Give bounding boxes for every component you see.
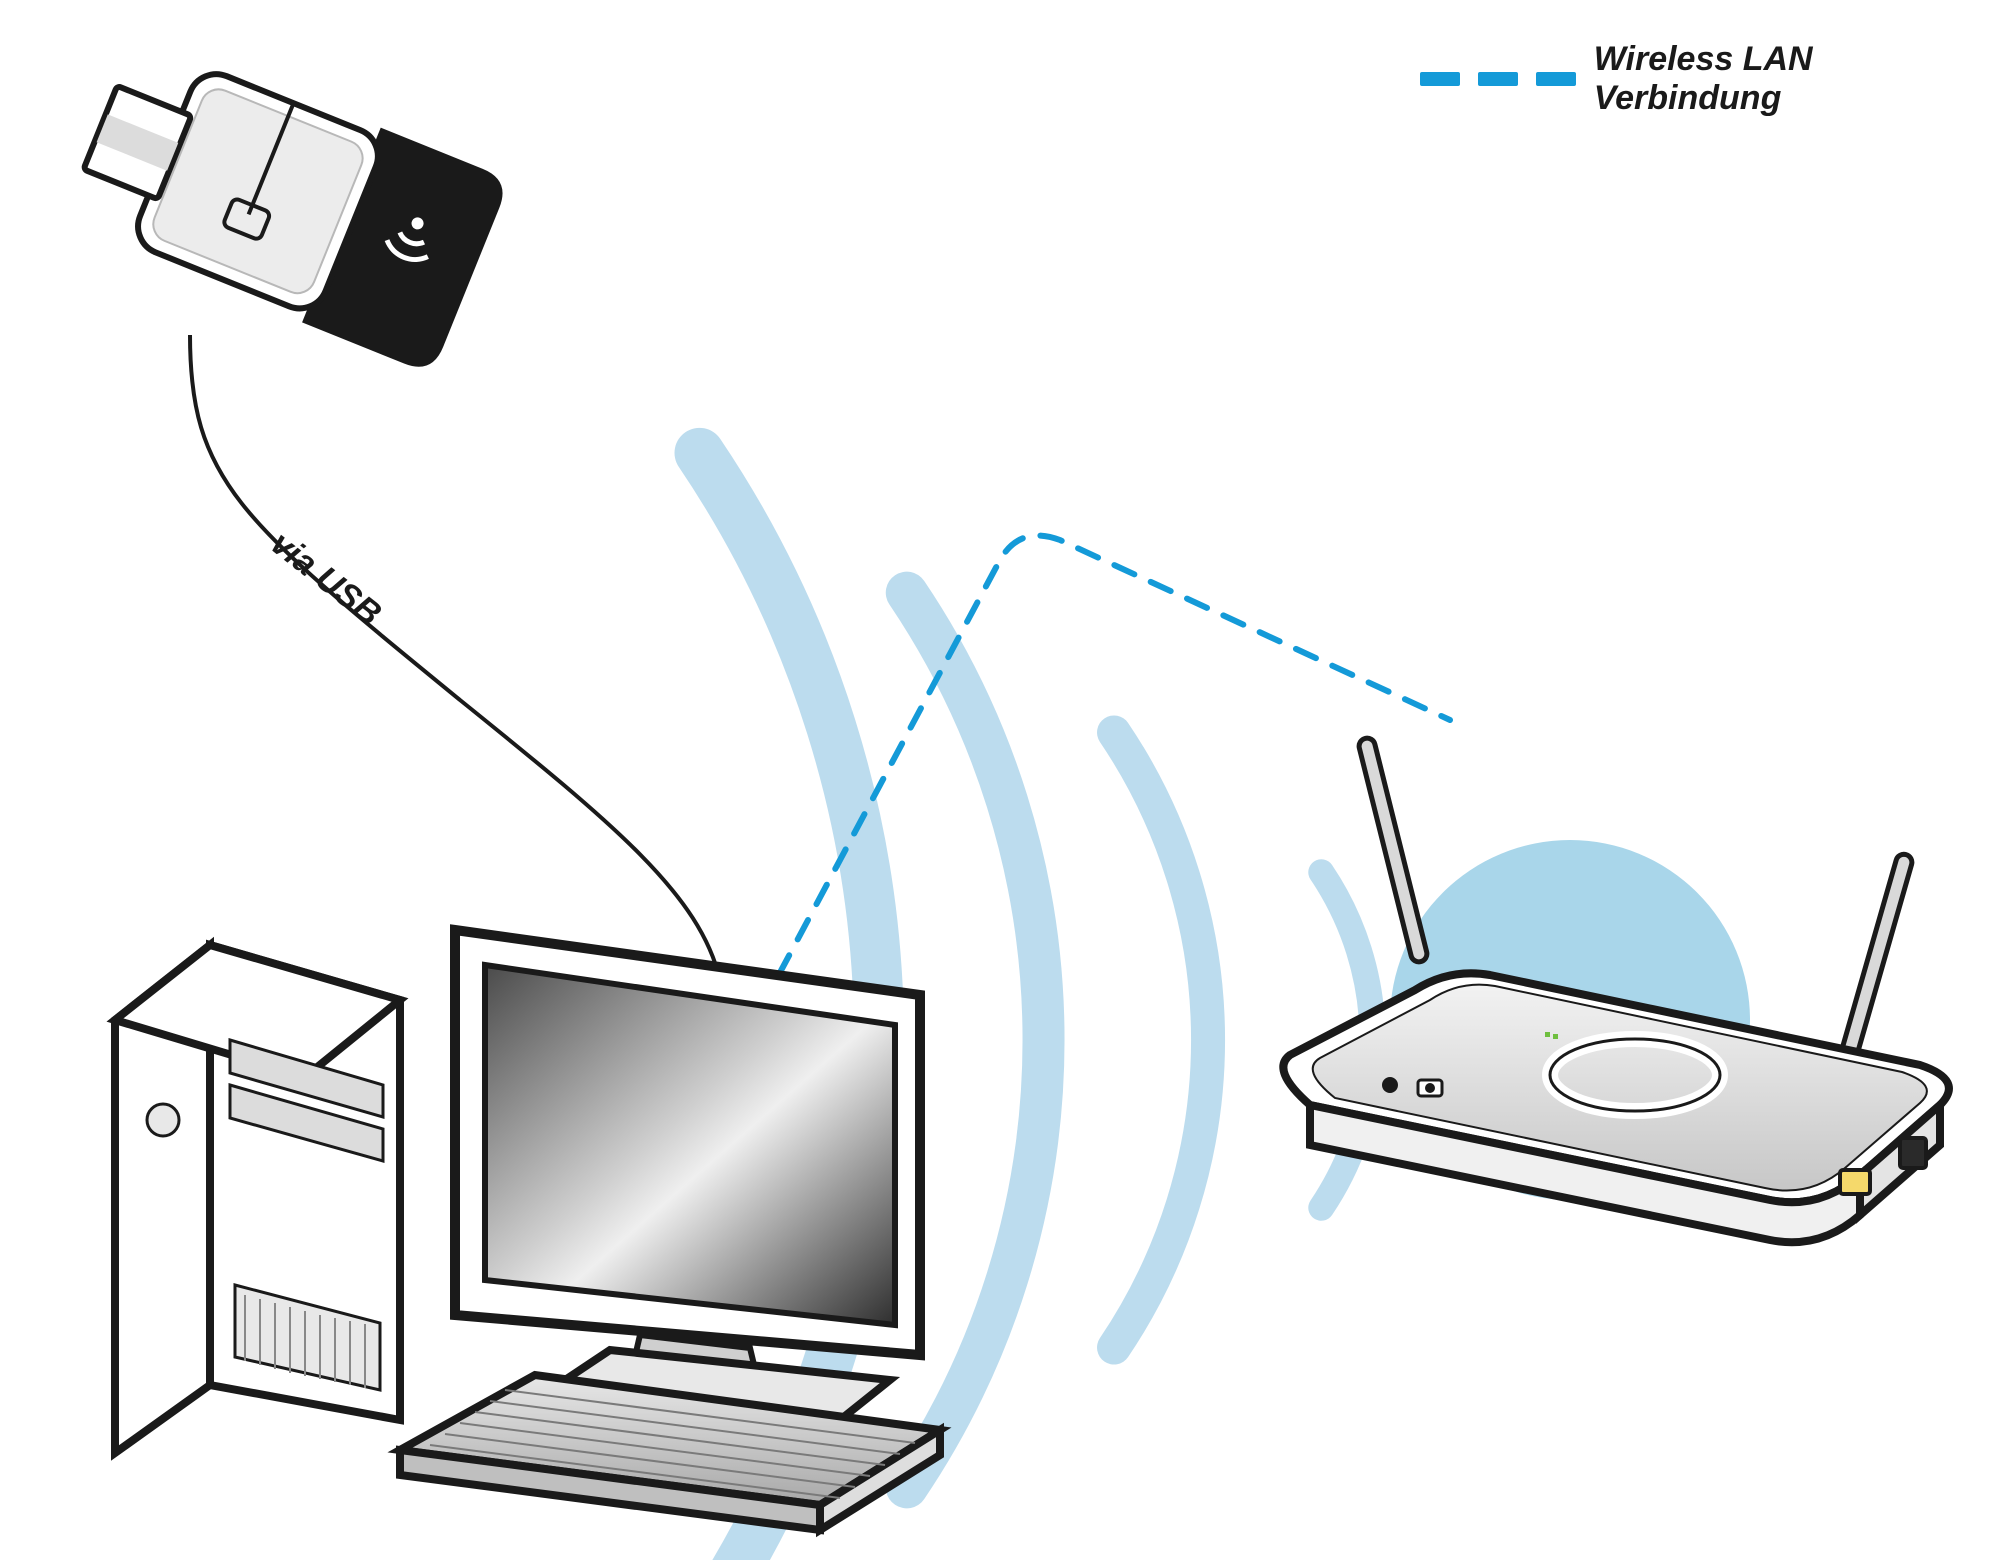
usb-dongle (61, 30, 511, 375)
monitor (455, 930, 920, 1420)
usb-connection-line (190, 335, 720, 980)
signal-wave (1114, 732, 1208, 1347)
computer (115, 930, 940, 1530)
signal-wave (907, 593, 1044, 1488)
diagram-svg (0, 0, 1989, 1560)
diagram-canvas: Wireless LAN Verbindung via USB (0, 0, 1989, 1560)
pc-tower (115, 945, 400, 1453)
antenna-left (1357, 736, 1428, 963)
